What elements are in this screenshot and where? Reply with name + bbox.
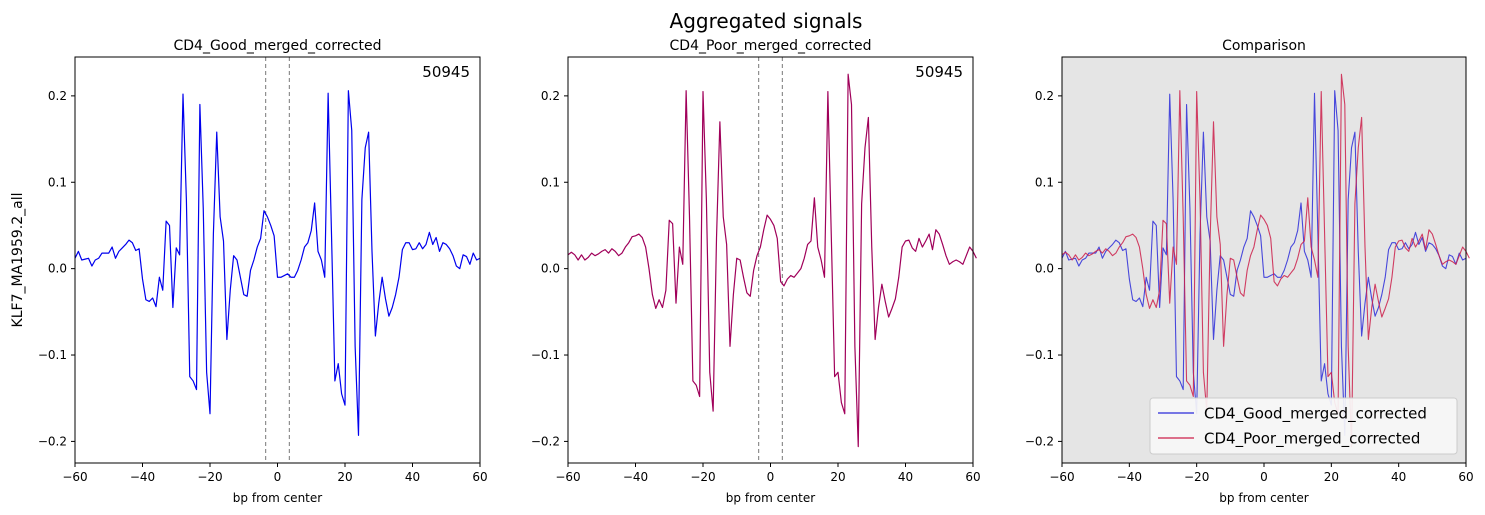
panel-comparison-background — [1062, 57, 1466, 463]
panel-good-xlabel: bp from center — [233, 491, 322, 505]
panel-comparison-frame — [1061, 56, 1467, 464]
panel-good-ytick-label: 0.2 — [48, 89, 67, 103]
panel-good-xtick-label: −20 — [197, 470, 222, 484]
panel-good-xtick-label: 20 — [337, 470, 352, 484]
panel-comparison-xtick-label: 40 — [1391, 470, 1406, 484]
panel-comparison-ytick-label: −0.2 — [1025, 434, 1054, 448]
panel-poor-frame — [567, 56, 974, 464]
panel-good-count-annotation: 50945 — [422, 63, 470, 81]
panel-good-xtick-label: 0 — [274, 470, 282, 484]
panel-comparison-xtick-label: −60 — [1049, 470, 1074, 484]
panel-good-frame — [74, 56, 481, 464]
panel-poor-ytick-label: 0.0 — [541, 262, 560, 276]
panel-comparison-series-poor — [1061, 73, 1470, 448]
legend-box — [1149, 397, 1458, 455]
panel-comparison-xtick-label: 0 — [1260, 470, 1268, 484]
panel-poor-xlabel: bp from center — [726, 491, 815, 505]
legend-label-good: CD4_Good_merged_corrected — [1204, 405, 1427, 424]
panel-comparison-xlabel: bp from center — [1219, 491, 1308, 505]
figure-suptitle: Aggregated signals — [670, 9, 863, 33]
panel-good-xtick-label: −60 — [62, 470, 87, 484]
panel-poor-ytick-label: 0.1 — [541, 175, 560, 189]
panel-good: CD4_Good_merged_corrected bp from center… — [38, 38, 488, 505]
panel-good-ytick-label: 0.0 — [48, 262, 67, 276]
panel-comparison-xtick-label: −20 — [1184, 470, 1209, 484]
panel-poor-xtick-label: −40 — [623, 470, 648, 484]
panel-poor: CD4_Poor_merged_corrected bp from center… — [531, 38, 981, 505]
legend-label-poor: CD4_Poor_merged_corrected — [1204, 430, 1420, 449]
panel-good-series-good — [74, 90, 481, 436]
panel-good-xtick-label: 40 — [405, 470, 420, 484]
panel-comparison-xtick-label: −40 — [1117, 470, 1142, 484]
panel-poor-background — [568, 57, 973, 463]
panel-poor-count-annotation: 50945 — [915, 63, 963, 81]
panel-good-xtick-label: −40 — [130, 470, 155, 484]
panel-poor-xtick-label: −20 — [690, 470, 715, 484]
panel-good-ytick-label: −0.1 — [38, 348, 67, 362]
legend: CD4_Good_merged_corrected CD4_Poor_merge… — [1149, 397, 1458, 455]
panel-poor-title: CD4_Poor_merged_corrected — [670, 38, 872, 54]
panel-good-ytick-label: 0.1 — [48, 175, 67, 189]
panel-comparison-series-good — [1061, 90, 1467, 436]
panel-comparison: Comparison bp from center −60 −40 −20 0 20 40… — [1025, 38, 1474, 505]
panel-comparison-xtick-label: 60 — [1458, 470, 1473, 484]
panel-poor-xtick-label: 0 — [767, 470, 775, 484]
panel-poor-xtick-label: 40 — [898, 470, 913, 484]
panel-good-title: CD4_Good_merged_corrected — [174, 38, 382, 54]
panel-good-background — [75, 57, 480, 463]
panel-poor-ytick-label: 0.2 — [541, 89, 560, 103]
panel-poor-xtick-label: −60 — [555, 470, 580, 484]
panel-good-ytick-label: −0.2 — [38, 434, 67, 448]
panel-comparison-ytick-label: 0.1 — [1035, 175, 1054, 189]
figure-ylabel: KLF7_MA1959.2_all — [10, 193, 26, 328]
panel-comparison-xtick-label: 20 — [1324, 470, 1339, 484]
panel-poor-ytick-label: −0.1 — [531, 348, 560, 362]
panel-poor-xtick-label: 60 — [965, 470, 980, 484]
panel-comparison-title: Comparison — [1222, 38, 1306, 54]
panel-comparison-ytick-label: 0.0 — [1035, 262, 1054, 276]
panel-poor-xtick-label: 20 — [830, 470, 845, 484]
panel-comparison-ytick-label: 0.2 — [1035, 89, 1054, 103]
panel-good-xtick-label: 60 — [472, 470, 487, 484]
panel-poor-ytick-label: −0.2 — [531, 434, 560, 448]
panel-comparison-ytick-label: −0.1 — [1025, 348, 1054, 362]
panel-poor-series-poor — [567, 73, 977, 448]
